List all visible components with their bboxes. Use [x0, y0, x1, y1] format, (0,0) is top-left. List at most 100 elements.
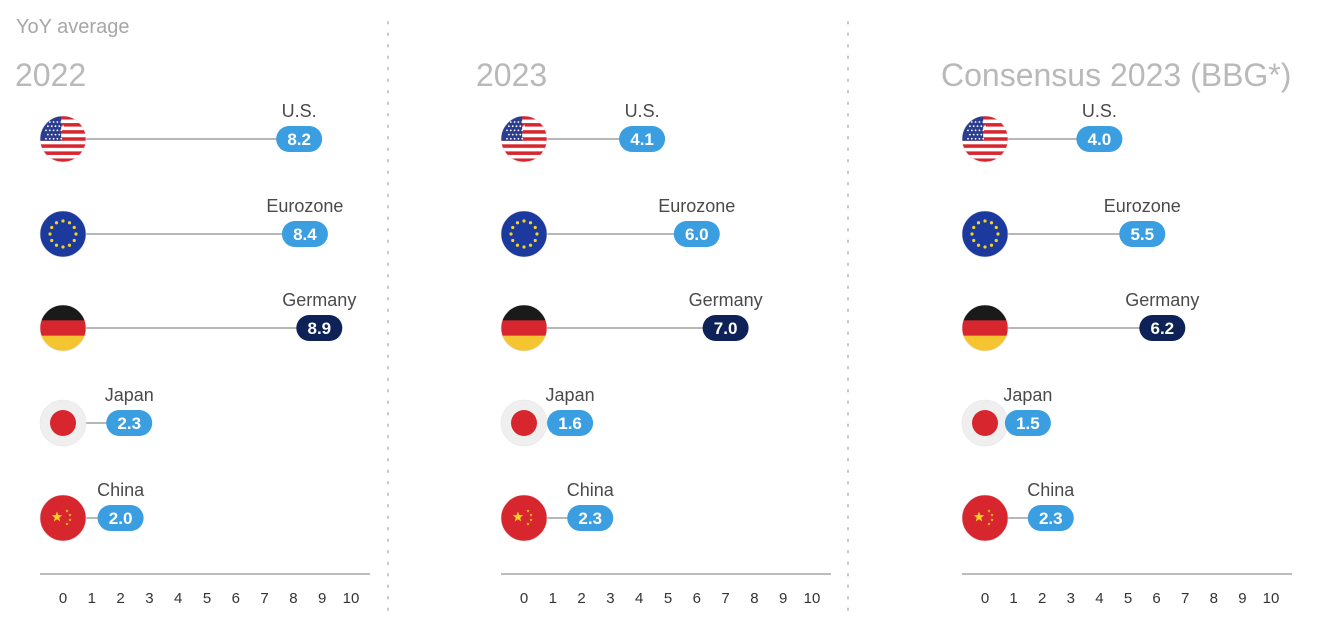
value-bubble — [1076, 126, 1123, 152]
value-label: 4.1 — [630, 130, 654, 149]
country-label: Japan — [1003, 385, 1052, 405]
country-label: Germany — [689, 290, 763, 310]
x-tick-label: 10 — [804, 590, 821, 607]
value-label: 4.0 — [1088, 130, 1112, 149]
row-germany: Germany 6.2 — [961, 290, 1199, 352]
eu-flag-icon — [39, 210, 87, 258]
panel-2022: 2022 U.S. 8.2 Eurozone 8.4 Germany 8.9 Japan 2.3… — [15, 57, 370, 607]
x-tick-label: 0 — [981, 590, 989, 607]
x-tick-label: 4 — [174, 590, 182, 607]
x-tick-label: 2 — [577, 590, 585, 607]
country-label: U.S. — [625, 101, 660, 121]
country-label: Eurozone — [658, 196, 735, 216]
country-label: China — [97, 480, 145, 500]
country-label: Eurozone — [1104, 196, 1181, 216]
de-flag-icon — [39, 304, 87, 352]
value-bubble — [281, 221, 328, 247]
value-bubble — [547, 410, 594, 436]
row-germany: Germany 8.9 — [39, 290, 356, 352]
row-china: China 2.3 — [500, 480, 615, 542]
value-bubble — [106, 410, 153, 436]
jp-flag-icon — [961, 399, 1009, 447]
x-tick-label: 9 — [779, 590, 787, 607]
value-label: 8.9 — [307, 319, 331, 338]
cn-flag-icon — [39, 494, 87, 542]
cn-flag-icon — [500, 494, 548, 542]
x-tick-label: 8 — [1210, 590, 1218, 607]
row-japan: Japan 1.5 — [961, 385, 1052, 447]
value-label: 1.5 — [1016, 414, 1040, 433]
value-bubble — [97, 505, 144, 531]
value-bubble — [567, 505, 614, 531]
row-japan: Japan 1.6 — [500, 385, 595, 447]
x-tick-label: 6 — [1152, 590, 1160, 607]
country-label: Japan — [546, 385, 595, 405]
chart-subtitle: YoY average — [16, 16, 130, 38]
value-label: 7.0 — [714, 319, 738, 338]
x-tick-label: 8 — [289, 590, 297, 607]
row-germany: Germany 7.0 — [500, 290, 763, 352]
panel-title: 2022 — [15, 57, 86, 93]
row-u-s: U.S. 4.0 — [961, 101, 1123, 163]
x-tick-label: 3 — [606, 590, 614, 607]
x-tick-label: 2 — [1038, 590, 1046, 607]
value-label: 2.3 — [578, 509, 602, 528]
value-bubble — [702, 315, 749, 341]
x-tick-label: 7 — [721, 590, 729, 607]
value-bubble — [673, 221, 720, 247]
x-tick-label: 2 — [116, 590, 124, 607]
value-bubble — [1027, 505, 1074, 531]
panel-title: 2023 — [476, 57, 547, 93]
value-label: 5.5 — [1130, 225, 1154, 244]
x-tick-label: 5 — [664, 590, 672, 607]
x-tick-label: 5 — [203, 590, 211, 607]
x-tick-label: 9 — [1238, 590, 1246, 607]
value-label: 6.0 — [685, 225, 709, 244]
country-label: Germany — [282, 290, 356, 310]
eu-flag-icon — [500, 210, 548, 258]
panel-title: Consensus 2023 (BBG*) — [941, 57, 1291, 93]
country-label: Japan — [105, 385, 154, 405]
row-u-s: U.S. 4.1 — [500, 101, 666, 163]
row-japan: Japan 2.3 — [39, 385, 154, 447]
value-label: 1.6 — [558, 414, 582, 433]
value-bubble — [619, 126, 666, 152]
x-tick-label: 9 — [318, 590, 326, 607]
row-china: China 2.3 — [961, 480, 1075, 542]
panel-consensus-2023-bbg: Consensus 2023 (BBG*) U.S. 4.0 Eurozone 5.5 G… — [941, 57, 1292, 607]
eu-flag-icon — [961, 210, 1009, 258]
x-tick-label: 3 — [145, 590, 153, 607]
value-bubble — [1119, 221, 1166, 247]
x-tick-label: 6 — [693, 590, 701, 607]
value-label: 6.2 — [1150, 319, 1174, 338]
x-tick-label: 10 — [343, 590, 360, 607]
x-tick-label: 1 — [1009, 590, 1017, 607]
value-label: 2.3 — [117, 414, 141, 433]
jp-flag-icon — [500, 399, 548, 447]
country-label: U.S. — [282, 101, 317, 121]
de-flag-icon — [500, 304, 548, 352]
x-tick-label: 0 — [520, 590, 528, 607]
value-bubble — [1139, 315, 1186, 341]
x-tick-label: 3 — [1067, 590, 1075, 607]
country-label: China — [567, 480, 615, 500]
country-label: Germany — [1125, 290, 1199, 310]
row-china: China 2.0 — [39, 480, 145, 542]
us-flag-icon — [500, 115, 548, 163]
x-tick-label: 0 — [59, 590, 67, 607]
us-flag-icon — [961, 115, 1009, 163]
x-tick-label: 8 — [750, 590, 758, 607]
country-label: U.S. — [1082, 101, 1117, 121]
row-eurozone: Eurozone 5.5 — [961, 196, 1181, 258]
row-eurozone: Eurozone 6.0 — [500, 196, 735, 258]
de-flag-icon — [961, 304, 1009, 352]
x-tick-label: 5 — [1124, 590, 1132, 607]
x-tick-label: 4 — [1095, 590, 1103, 607]
country-label: China — [1027, 480, 1075, 500]
country-label: Eurozone — [266, 196, 343, 216]
value-bubble — [296, 315, 343, 341]
value-bubble — [1004, 410, 1051, 436]
us-flag-icon — [39, 115, 87, 163]
x-tick-label: 6 — [232, 590, 240, 607]
